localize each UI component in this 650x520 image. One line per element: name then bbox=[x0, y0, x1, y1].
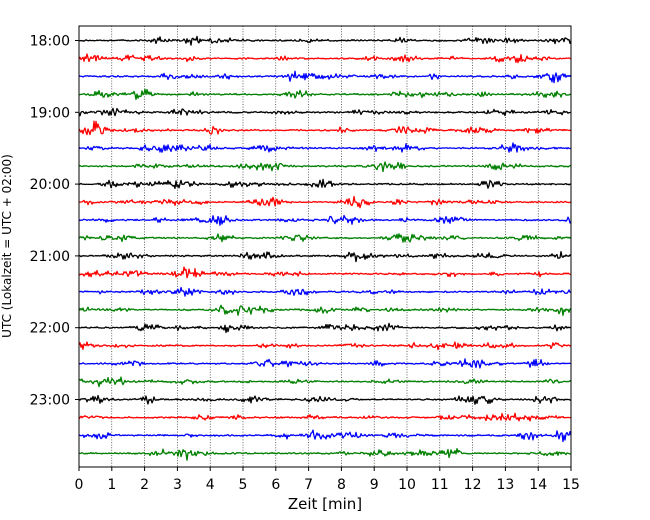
trace-2300 bbox=[78, 394, 572, 405]
y-tick-label: 22:00 bbox=[30, 321, 70, 337]
trace-2130 bbox=[78, 286, 572, 297]
trace-2345 bbox=[78, 448, 572, 461]
x-axis-title: Zeit [min] bbox=[288, 495, 362, 513]
x-tick-label: 6 bbox=[271, 477, 280, 493]
trace-2115 bbox=[78, 266, 572, 279]
x-tick-label: 5 bbox=[239, 477, 248, 493]
x-tick-label: 13 bbox=[496, 477, 514, 493]
plot-frame bbox=[78, 25, 572, 468]
x-tick-label: 4 bbox=[206, 477, 215, 493]
y-axis-ticks: 18:00 19:00 20:00 21:00 22:00 23:00 bbox=[30, 34, 79, 409]
trace-2215 bbox=[78, 341, 572, 351]
x-tick-label: 10 bbox=[398, 477, 416, 493]
trace-2030 bbox=[78, 214, 572, 226]
y-tick-label: 20:00 bbox=[30, 177, 70, 193]
x-tick-label: 11 bbox=[431, 477, 449, 493]
y-tick-label: 18:00 bbox=[30, 34, 70, 50]
trace-1815 bbox=[78, 53, 572, 64]
y-tick-label: 21:00 bbox=[30, 249, 70, 265]
x-tick-label: 1 bbox=[107, 477, 116, 493]
trace-1800 bbox=[78, 35, 572, 46]
trace-2330 bbox=[78, 429, 572, 443]
x-tick-label: 2 bbox=[140, 477, 149, 493]
trace-2015 bbox=[78, 195, 572, 209]
x-tick-label: 8 bbox=[337, 477, 346, 493]
trace-1900 bbox=[78, 107, 572, 117]
seismogram-traces bbox=[78, 35, 572, 461]
x-tick-label: 3 bbox=[173, 477, 182, 493]
x-tick-label: 12 bbox=[464, 477, 482, 493]
trace-2245 bbox=[78, 376, 572, 388]
y-tick-label: 23:00 bbox=[30, 393, 70, 409]
x-axis-ticks: 0 1 2 3 4 5 6 7 8 9 10 11 12 13 14 15 bbox=[75, 467, 580, 493]
x-gridlines bbox=[111, 26, 539, 467]
x-tick-label: 14 bbox=[529, 477, 547, 493]
trace-1845 bbox=[78, 88, 572, 101]
trace-1945 bbox=[78, 161, 572, 173]
trace-1930 bbox=[78, 142, 572, 153]
trace-1915 bbox=[78, 120, 572, 136]
trace-2045 bbox=[78, 233, 572, 243]
trace-2100 bbox=[78, 251, 572, 263]
trace-2315 bbox=[78, 412, 572, 422]
y-tick-label: 19:00 bbox=[30, 105, 70, 121]
trace-2145 bbox=[78, 304, 572, 317]
y-axis-title: UTC (Lokalzeit = UTC + 02:00) bbox=[0, 154, 14, 338]
trace-2230 bbox=[78, 358, 572, 369]
x-tick-label: 9 bbox=[370, 477, 379, 493]
trace-1830 bbox=[78, 70, 572, 84]
trace-2200 bbox=[78, 322, 572, 334]
x-tick-label: 7 bbox=[304, 477, 313, 493]
x-tick-label: 15 bbox=[562, 477, 580, 493]
trace-2000 bbox=[78, 178, 572, 189]
x-tick-label: 0 bbox=[75, 477, 84, 493]
